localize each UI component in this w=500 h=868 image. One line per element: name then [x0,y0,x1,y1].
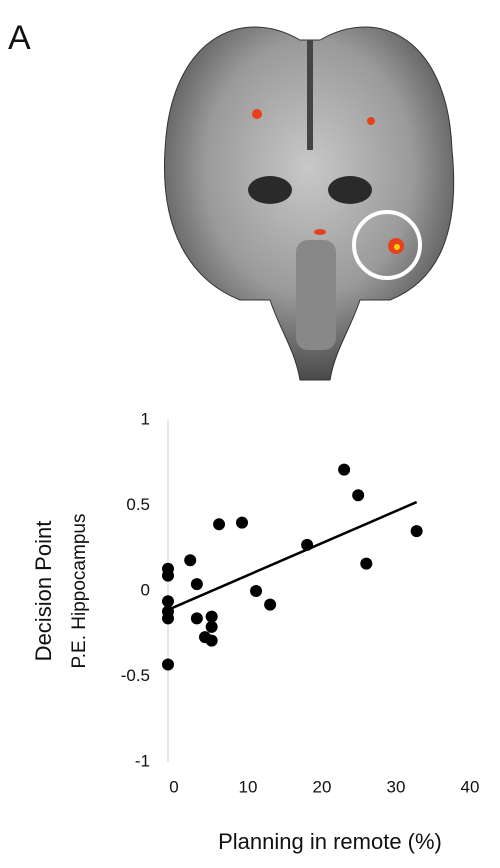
point [352,489,364,501]
figure: A Decision Point P.E. Hippocampus Planni… [0,0,500,863]
point [162,595,174,607]
point [162,570,174,582]
point [191,612,203,624]
point [206,621,218,633]
x-tick-label: 30 [387,777,406,796]
x-tick-label: 40 [461,777,480,796]
point [206,635,218,647]
y-axis-label: P.E. Hippocampus [69,514,90,669]
point [162,659,174,671]
point [250,585,262,597]
point [191,578,203,590]
trendline [168,502,417,610]
point [213,518,225,530]
brain-image [164,27,453,380]
x-tick-label: 0 [169,777,178,796]
point [301,539,313,551]
point [411,525,423,537]
y-tick-label: 0 [141,580,150,599]
y-tick-label: 0.5 [126,495,150,514]
x-tick-label: 10 [239,777,258,796]
y-tick-label: -0.5 [121,666,150,685]
x-axis-label: Planning in remote (%) [218,829,442,854]
x-tick-label: 20 [313,777,332,796]
point [184,554,196,566]
point [264,599,276,611]
point [162,612,174,624]
point [236,517,248,529]
point [338,464,350,476]
point [360,558,372,570]
point [206,611,218,623]
y-tick-label: -1 [135,751,150,770]
y-tick-label: 1 [141,409,150,428]
panel-label: A [8,19,31,57]
y-axis-label: Decision Point [31,521,56,662]
